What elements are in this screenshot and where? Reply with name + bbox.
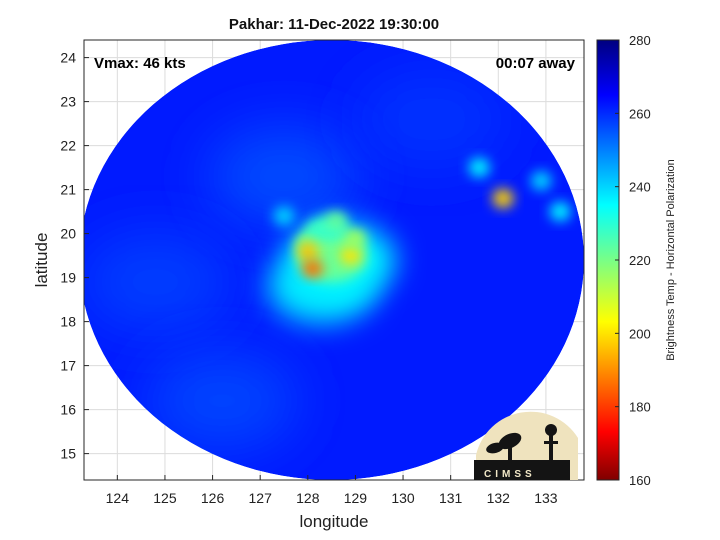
colorbar-tick-label: 260 [629,106,651,121]
feature-peak [325,211,347,230]
y-axis-label: latitude [32,233,51,288]
colorbar-tick-label: 220 [629,253,651,268]
feature-cell [468,157,490,178]
swath-clipped [84,40,584,480]
colorbar-tick-label: 280 [629,33,651,48]
chart-title: Pakhar: 11-Dec-2022 19:30:00 [229,16,439,33]
feature-low [355,70,508,168]
feature-cell [530,171,552,191]
y-tick-label: 19 [60,270,76,286]
x-axis-label: longitude [299,512,368,531]
y-tick-label: 20 [60,226,76,242]
y-tick-label: 16 [60,402,76,418]
colorbar-label: Brightness Temp - Horizontal Polarizatio… [665,159,677,361]
feature-peak [344,229,366,247]
feature-peak [340,246,362,265]
y-tick-label: 15 [60,446,76,462]
colorbar-tick-label: 200 [629,326,651,341]
colorbar-ticks: 160 180 200 220 240 260 280 [615,33,651,488]
x-tick-label: 132 [487,490,511,506]
time-away-annotation: 00:07 away [496,55,576,72]
colorbar: 160 180 200 220 240 260 280 Brightness Temp - … [596,33,677,488]
swath-container [84,40,584,480]
x-tick-label: 124 [106,490,130,506]
feature-low [207,127,361,225]
logo-silhouette [474,424,570,480]
x-tick-label: 133 [534,490,558,506]
y-tick-label: 24 [60,50,76,66]
vmax-annotation: Vmax: 46 kts [94,55,186,72]
feature-low [84,233,232,331]
logo-tower-leg [549,435,553,460]
y-tick-label: 21 [60,182,76,198]
y-tick-label: 23 [60,94,76,110]
colorbar-tick-label: 240 [629,180,651,195]
y-tick-label: 18 [60,314,76,330]
y-tick-label: 17 [60,358,76,374]
plot-frame [83,39,585,481]
x-tick-label: 131 [439,490,463,506]
logo-text: CIMSS [484,469,536,480]
feature-low [145,352,299,450]
colorbar-tick-label: 160 [629,473,651,488]
cimss-logo: CIMSS [474,411,578,480]
logo-dish [498,432,522,450]
feature-peak [302,260,324,278]
x-tick-label: 126 [201,490,225,506]
logo-tower-brace [544,441,558,444]
x-tick-label: 129 [344,490,368,506]
logo-dish-stand [508,444,512,460]
x-tick-label: 127 [249,490,273,506]
y-tick-label: 22 [60,138,76,154]
logo-dish-small [486,442,504,454]
colorbar-tick-label: 180 [629,400,651,415]
x-tick-label: 125 [153,490,177,506]
feature-peak [297,242,319,260]
feature-cell [273,206,295,226]
logo-building [474,460,570,480]
x-tick-label: 128 [296,490,320,506]
feature-cell [549,201,571,222]
feature-cell [492,188,514,209]
logo-tower-tank [545,424,557,436]
axis-ticks: 124 125 126 127 128 129 130 131 132 133 15 16 17 18 19… [60,50,557,506]
brightness-features [84,70,571,450]
x-tick-label: 130 [391,490,415,506]
